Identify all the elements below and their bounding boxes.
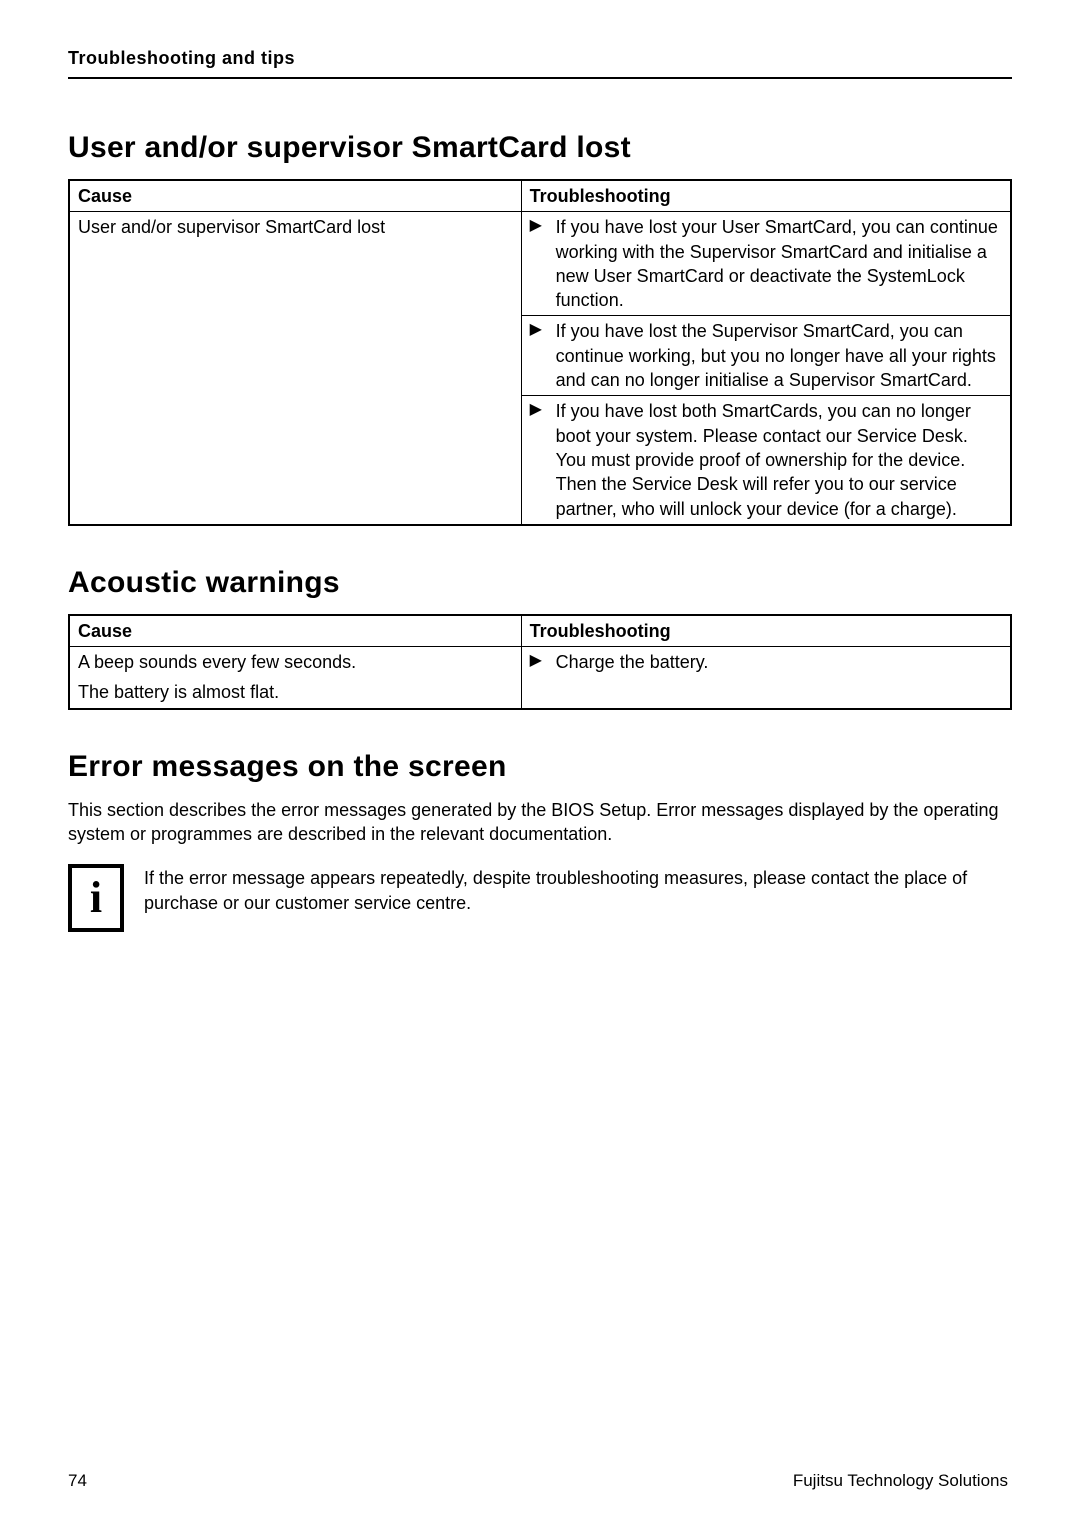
table-header-row: Cause Troubleshooting: [69, 180, 1011, 212]
col-header-troubleshoot: Troubleshooting: [521, 615, 1011, 647]
troubleshoot-cell: ▶ If you have lost your User SmartCard, …: [521, 212, 1011, 316]
header-title: Troubleshooting and tips: [68, 48, 1012, 69]
triangle-bullet-icon: ▶: [530, 650, 556, 672]
page-header: Troubleshooting and tips: [68, 48, 1012, 79]
page-footer: 74 Fujitsu Technology Solutions: [68, 1471, 1008, 1491]
footer-company: Fujitsu Technology Solutions: [793, 1471, 1008, 1491]
info-glyph: i: [90, 876, 102, 920]
cause-line: The battery is almost flat.: [78, 680, 513, 704]
table-row: User and/or supervisor SmartCard lost ▶ …: [69, 212, 1011, 316]
acoustic-table: Cause Troubleshooting A beep sounds ever…: [68, 614, 1012, 710]
page-number: 74: [68, 1471, 87, 1491]
info-icon: i: [68, 864, 124, 932]
cause-cell: A beep sounds every few seconds. The bat…: [69, 647, 521, 709]
section2-heading: Acoustic warnings: [68, 566, 1012, 600]
troubleshoot-cell: ▶ If you have lost both SmartCards, you …: [521, 396, 1011, 525]
bullet-text: Charge the battery.: [556, 650, 1002, 674]
info-text: If the error message appears repeatedly,…: [144, 864, 1012, 915]
section1-heading: User and/or supervisor SmartCard lost: [68, 131, 1012, 165]
col-header-cause: Cause: [69, 615, 521, 647]
table-row: A beep sounds every few seconds. The bat…: [69, 647, 1011, 709]
bullet-text: If you have lost your User SmartCard, yo…: [556, 215, 1002, 312]
triangle-bullet-icon: ▶: [530, 399, 556, 421]
cause-line: A beep sounds every few seconds.: [78, 650, 513, 674]
info-note: i If the error message appears repeatedl…: [68, 864, 1012, 932]
bullet-text: If you have lost both SmartCards, you ca…: [556, 399, 1002, 520]
cause-cell: User and/or supervisor SmartCard lost: [69, 212, 521, 525]
troubleshoot-cell: ▶ If you have lost the Supervisor SmartC…: [521, 316, 1011, 396]
troubleshoot-cell: ▶ Charge the battery.: [521, 647, 1011, 709]
bullet-text: If you have lost the Supervisor SmartCar…: [556, 319, 1002, 392]
col-header-cause: Cause: [69, 180, 521, 212]
table-header-row: Cause Troubleshooting: [69, 615, 1011, 647]
section3-heading: Error messages on the screen: [68, 750, 1012, 784]
col-header-troubleshoot: Troubleshooting: [521, 180, 1011, 212]
section3-body: This section describes the error message…: [68, 798, 1012, 847]
triangle-bullet-icon: ▶: [530, 319, 556, 341]
triangle-bullet-icon: ▶: [530, 215, 556, 237]
smartcard-table: Cause Troubleshooting User and/or superv…: [68, 179, 1012, 526]
